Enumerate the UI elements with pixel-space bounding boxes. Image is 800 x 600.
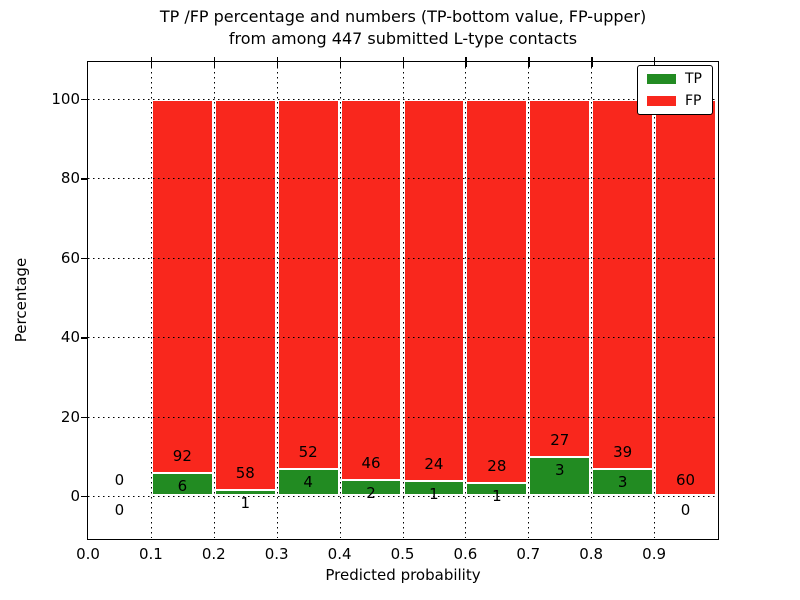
- tp-count-label: 1: [240, 494, 251, 513]
- tp-bar-segment: [150, 471, 214, 496]
- x-tick-label: 0.0: [76, 545, 100, 563]
- legend-label-tp: TP: [685, 71, 702, 87]
- x-tick-mark-top: [276, 62, 279, 67]
- x-tick-mark-top: [213, 62, 216, 67]
- x-tick-mark-bottom: [150, 57, 153, 62]
- y-tick-label: 80: [60, 169, 80, 188]
- fp-bar-segment: [339, 99, 403, 480]
- tp-count-label: 6: [177, 476, 188, 495]
- tp-count-label: 3: [554, 461, 565, 480]
- x-tick-label: 0.4: [327, 545, 352, 563]
- fp-color-swatch: [647, 96, 676, 106]
- tp-bar-segment: [276, 467, 340, 496]
- y-tick-label: 100: [51, 90, 80, 108]
- y-tick-label: 0: [70, 487, 80, 505]
- tp-count-label: 1: [492, 487, 502, 506]
- x-tick-mark-top: [528, 62, 530, 67]
- fp-bar-segment: [528, 99, 592, 457]
- v-gridline: [591, 62, 593, 538]
- fp-bar-segment: [591, 99, 655, 468]
- fp-bar-segment: [402, 99, 466, 481]
- x-tick-label: 0.5: [390, 545, 415, 563]
- plot-area: 0 0 92 6 58 1 52 4 46 2 24 1 28 1 27 3 39 3 60 0 0.0 0.1 0.2 0.…: [51, 57, 719, 563]
- y-tick-label: 40: [60, 328, 80, 347]
- v-gridline: [465, 62, 467, 538]
- fp-count-label: 52: [298, 442, 318, 461]
- plot-inner: 0 0 92 6 58 1 52 4 46 2 24 1 28 1 27 3 39 3 60 0 0.0 0.1 0.2 0.…: [51, 57, 717, 563]
- x-tick-label: 0.3: [264, 545, 289, 563]
- fp-count-label: 39: [613, 442, 633, 461]
- x-tick-label: 0.6: [453, 545, 478, 563]
- fp-bar-segment: [465, 99, 529, 483]
- v-gridline: [402, 62, 404, 538]
- y-tick-mark-right: [83, 337, 88, 339]
- v-gridline: [528, 62, 530, 538]
- tp-count-label: 3: [617, 472, 628, 491]
- v-gridline: [654, 62, 656, 538]
- fp-bar-segment: [213, 99, 277, 490]
- tp-count-label: 1: [429, 485, 439, 504]
- chart-title-line2: from among 447 submitted L-type contacts: [228, 29, 578, 48]
- tp-color-swatch: [647, 74, 676, 84]
- x-axis-title: Predicted probability: [325, 566, 481, 584]
- fp-count-label: 46: [361, 454, 381, 473]
- fp-count-label: 27: [550, 431, 570, 450]
- x-tick-label: 0.2: [201, 545, 226, 563]
- y-tick-label: 60: [60, 248, 80, 267]
- y-tick-mark-right: [83, 496, 88, 498]
- tp-count-label: 0: [114, 501, 125, 519]
- fp-count-label: 58: [235, 464, 255, 483]
- fp-bar-segment: [654, 99, 717, 496]
- tp-count-label: 2: [366, 484, 376, 503]
- v-gridline: [213, 62, 215, 538]
- x-tick-mark-bottom: [654, 57, 656, 62]
- v-gridline: [339, 62, 341, 538]
- x-tick-mark-top: [591, 62, 593, 67]
- legend-item-tp: TP: [647, 72, 702, 86]
- x-tick-mark-bottom: [276, 57, 279, 62]
- x-tick-mark-top: [402, 62, 404, 67]
- x-tick-label: 0.7: [516, 545, 541, 563]
- chart-title-line1: TP /FP percentage and numbers (TP-bottom…: [159, 7, 647, 26]
- x-tick-mark-bottom: [465, 57, 467, 62]
- y-tick-mark-right: [83, 257, 88, 260]
- x-tick-mark-bottom: [591, 57, 593, 62]
- x-tick-mark-top: [150, 62, 153, 67]
- v-gridline: [150, 62, 152, 538]
- fp-count-label: 28: [487, 457, 507, 476]
- x-tick-mark-bottom: [528, 57, 530, 62]
- x-tick-mark-top: [654, 62, 656, 67]
- x-tick-mark-bottom: [402, 57, 404, 62]
- x-tick-label: 0.1: [138, 545, 163, 563]
- x-tick-mark-top: [339, 62, 341, 67]
- legend-item-fp: FP: [647, 94, 702, 108]
- x-tick-mark-top: [465, 62, 467, 67]
- v-gridline: [276, 62, 278, 538]
- x-tick-mark-bottom: [213, 57, 216, 62]
- x-tick-mark-bottom: [339, 57, 341, 62]
- tp-count-label: 4: [303, 472, 313, 491]
- y-tick-mark-right: [83, 178, 88, 180]
- chart-title: TP /FP percentage and numbers (TP-bottom…: [87, 6, 719, 50]
- legend: TP FP: [637, 65, 713, 115]
- tp-bar-segment: [528, 456, 592, 496]
- x-tick-label: 0.8: [579, 545, 604, 563]
- legend-label-fp: FP: [685, 93, 702, 109]
- y-tick-mark-right: [83, 99, 88, 101]
- y-tick-label: 20: [60, 407, 80, 426]
- y-tick-mark-right: [83, 416, 88, 418]
- fp-count-label: 24: [424, 455, 444, 474]
- x-tick-label: 0.9: [642, 545, 667, 563]
- fp-count-label: 0: [114, 471, 125, 489]
- tp-count-label: 0: [680, 501, 691, 519]
- fp-count-label: 60: [676, 471, 696, 489]
- fp-count-label: 92: [172, 446, 192, 465]
- fp-bar-segment: [276, 99, 340, 468]
